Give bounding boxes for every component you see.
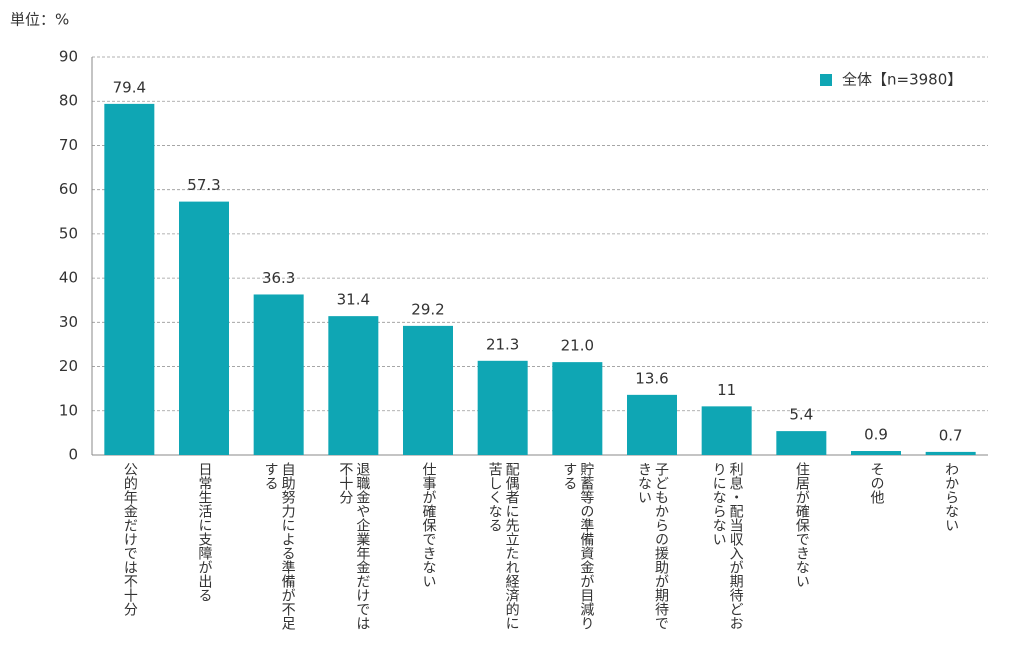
x-tick-label: その他 [868,462,885,504]
y-tick-label: 70 [59,136,78,154]
x-tick-label: 日常生活に支障が出る [196,462,213,602]
y-tick-label: 20 [59,357,78,375]
y-tick-label: 30 [59,313,78,331]
value-label: 11 [717,381,736,399]
x-tick-label: 公的年金だけでは不十分 [121,462,138,616]
x-tick-label: 自助努力による準備が不足する [262,462,296,630]
y-tick-label: 50 [59,224,78,242]
value-label: 36.3 [262,269,295,287]
bar [776,431,827,455]
bar [477,360,528,455]
y-tick-label: 60 [59,180,78,198]
y-tick-label: 80 [59,92,78,110]
bar [328,316,379,455]
value-label: 5.4 [789,406,813,424]
value-label: 21.0 [561,337,594,355]
x-tick-label: 貯蓄等の準備資金が目減りする [561,462,595,630]
x-tick-label: 仕事が確保できない [420,462,437,588]
bar [253,294,304,455]
bar [627,394,677,455]
bar [104,103,155,456]
value-label: 21.3 [486,335,519,353]
bar [179,201,229,455]
unit-label: 単位：% [10,11,69,29]
x-tick-label: わからない [943,462,960,532]
bar [701,406,752,455]
value-label: 0.9 [864,426,888,444]
x-tick-label: 利息・配当収入が期待どおりにならない [710,462,744,630]
x-tick-label: 子どもからの援助が期待できない [636,462,669,630]
y-tick-label: 0 [68,446,78,464]
y-tick-label: 90 [59,48,78,66]
legend-label: 全体【n=3980】 [842,71,962,89]
bar [925,451,976,455]
value-label: 79.4 [113,78,146,96]
value-label: 29.2 [411,300,444,318]
value-label: 0.7 [939,426,963,444]
value-label: 57.3 [187,176,220,194]
y-tick-label: 40 [59,269,78,287]
bar [851,451,901,455]
value-label: 13.6 [635,369,668,387]
legend-swatch [820,74,832,86]
x-tick-label: 配偶者に先立たれ経済的に苦しくなる [486,462,520,630]
x-tick-label: 退職金や企業年金だけでは不十分 [337,462,371,630]
bar [403,325,453,455]
x-tick-label: 住居が確保できない [793,462,810,588]
y-tick-label: 10 [59,401,78,419]
value-label: 31.4 [337,291,370,309]
bar [552,362,603,455]
